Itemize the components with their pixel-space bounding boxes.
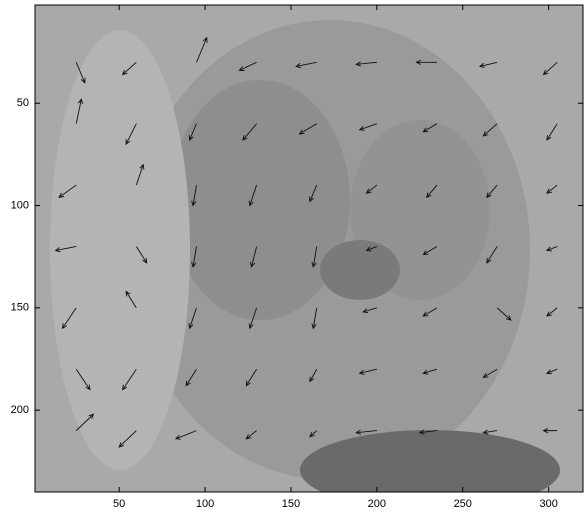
background-image (35, 5, 583, 510)
x-tick-label: 300 (539, 498, 557, 510)
x-tick-label: 250 (454, 498, 472, 510)
chart: 50 100 150 200 250 300 50 100 150 200 (0, 0, 584, 512)
x-tick-label: 100 (196, 498, 214, 510)
y-tick-label: 50 (17, 97, 29, 109)
x-tick-label: 150 (282, 498, 300, 510)
page: 5010015020025030050100150200 (() => { co… (0, 0, 584, 512)
y-tick-label: 200 (11, 404, 29, 416)
x-tick-label: 50 (113, 498, 125, 510)
y-tick-label: 150 (11, 302, 29, 314)
x-tick-label: 200 (368, 498, 386, 510)
y-tick-label: 100 (11, 199, 29, 211)
